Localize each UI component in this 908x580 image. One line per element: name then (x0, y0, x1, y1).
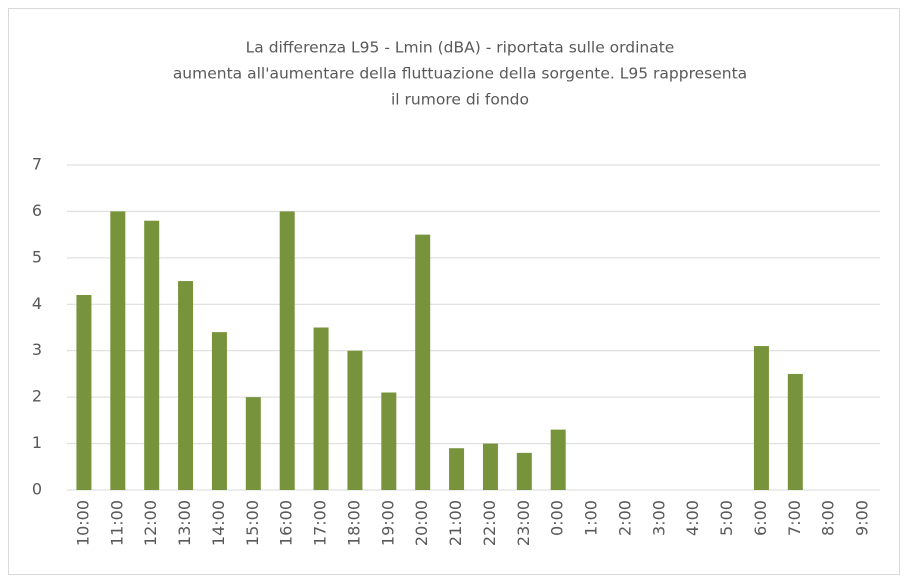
bar (76, 295, 92, 490)
x-tick-label: 3:00 (649, 500, 668, 536)
y-tick-label: 7 (32, 155, 42, 174)
bar (313, 327, 329, 490)
x-tick-label: 18:00 (344, 500, 363, 546)
chart-title: aumenta all'aumentare della fluttuazione… (173, 65, 747, 83)
x-tick-label: 7:00 (785, 500, 804, 536)
x-tick-label: 11:00 (107, 500, 126, 546)
bar (787, 373, 803, 490)
x-tick-label: 1:00 (582, 500, 601, 536)
x-tick-label: 19:00 (378, 500, 397, 546)
bar (245, 397, 261, 490)
bar (144, 220, 160, 490)
chart-title: il rumore di fondo (391, 91, 529, 109)
bar (753, 346, 769, 490)
x-tick-label: 9:00 (853, 500, 872, 536)
x-tick-label: 4:00 (683, 500, 702, 536)
x-tick-label: 21:00 (446, 500, 465, 546)
x-tick-label: 6:00 (751, 500, 770, 536)
x-tick-label: 17:00 (311, 500, 330, 546)
bar (415, 234, 431, 490)
x-tick-label: 8:00 (819, 500, 838, 536)
x-tick-label: 15:00 (243, 500, 262, 546)
x-tick-label: 13:00 (175, 500, 194, 546)
chart-title: La differenza L95 - Lmin (dBA) - riporta… (246, 39, 675, 57)
bar (178, 281, 194, 490)
bar (516, 452, 532, 490)
bar (550, 429, 566, 490)
bar (347, 350, 363, 490)
y-tick-label: 6 (32, 201, 42, 220)
x-tick-label: 20:00 (412, 500, 431, 546)
x-tick-label: 16:00 (277, 500, 296, 546)
bar (482, 443, 498, 490)
x-tick-label: 2:00 (615, 500, 634, 536)
bar (381, 392, 397, 490)
bar (449, 448, 465, 490)
x-tick-label: 5:00 (717, 500, 736, 536)
x-tick-label: 0:00 (548, 500, 567, 536)
y-tick-label: 2 (32, 387, 42, 406)
x-tick-label: 12:00 (141, 500, 160, 546)
x-tick-label: 23:00 (514, 500, 533, 546)
x-tick-label: 14:00 (209, 500, 228, 546)
x-tick-label: 22:00 (480, 500, 499, 546)
y-tick-label: 1 (32, 433, 42, 452)
bar (279, 211, 295, 490)
y-tick-label: 4 (32, 294, 42, 313)
x-tick-label: 10:00 (73, 500, 92, 546)
bar (211, 332, 227, 490)
bar (110, 211, 126, 490)
y-tick-label: 0 (32, 480, 42, 499)
y-tick-label: 5 (32, 247, 42, 266)
y-tick-label: 3 (32, 340, 42, 359)
